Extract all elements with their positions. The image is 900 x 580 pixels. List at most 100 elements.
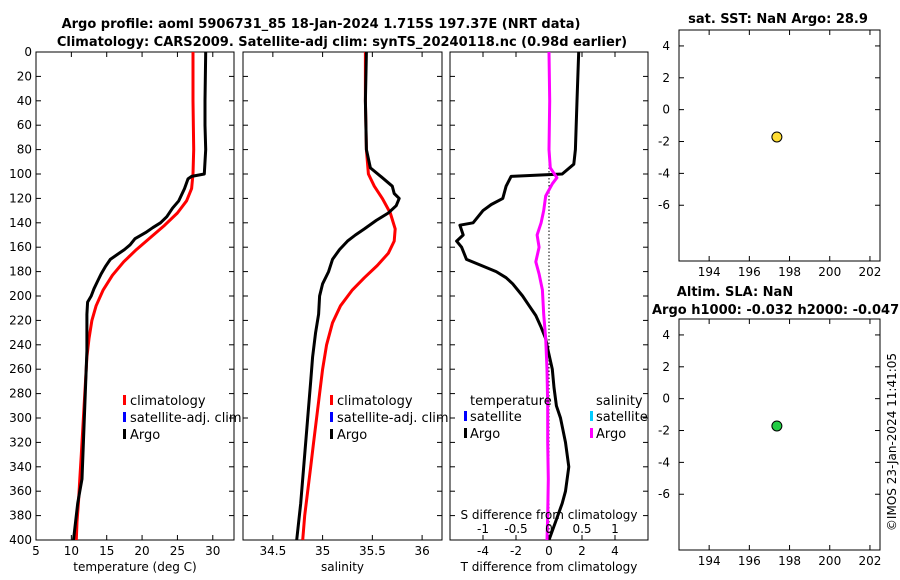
depth-tick-label: 120 bbox=[9, 191, 32, 205]
sla-ytick-label: 2 bbox=[662, 360, 670, 374]
s-diff-tick-label: 1 bbox=[611, 522, 619, 536]
salinity-xtick-label: 34.5 bbox=[259, 544, 286, 558]
sst-ytick-label: -2 bbox=[658, 135, 670, 149]
depth-tick-label: 0 bbox=[24, 45, 32, 59]
temperature-legend-swatch bbox=[123, 412, 126, 422]
sla-panel: 194 196 198 200 202 4 2 0 -2 -4 -6 bbox=[658, 318, 881, 568]
s-diff-tick-label: -0.5 bbox=[504, 522, 527, 536]
sst-axes-box bbox=[678, 29, 881, 262]
diff-legend-t-label: Argo bbox=[470, 427, 500, 442]
salinity-xlabel: salinity bbox=[321, 560, 364, 574]
depth-tick-label: 280 bbox=[9, 387, 32, 401]
depth-tick-label: 80 bbox=[17, 143, 32, 157]
temperature-xtick-label: 10 bbox=[64, 544, 79, 558]
depth-tick-label: 340 bbox=[9, 460, 32, 474]
figure-title-line1: Argo profile: aoml 5906731_85 18-Jan-202… bbox=[62, 17, 581, 32]
diff-legend-t-swatch bbox=[464, 411, 467, 421]
depth-tick-label: 400 bbox=[9, 533, 32, 547]
s-diff-tick-label: 0.5 bbox=[572, 522, 591, 536]
s-diff-tick-label: 0 bbox=[545, 522, 553, 536]
temperature-legend-label: satellite-adj. clim bbox=[130, 411, 242, 426]
sst-ytick-label: -6 bbox=[658, 198, 670, 212]
temperature-xtick-label: 20 bbox=[134, 544, 149, 558]
sla-xtick-label: 196 bbox=[738, 554, 761, 568]
sla-title-line2: Argo h1000: -0.032 h2000: -0.047 bbox=[652, 303, 899, 318]
differences-line-t-argo bbox=[455, 51, 581, 541]
temperature-legend-swatch bbox=[123, 395, 126, 405]
salinity-xtick-label: 35 bbox=[315, 544, 330, 558]
differences-xtick-label: 0 bbox=[545, 544, 553, 558]
sla-axes-box bbox=[678, 318, 881, 551]
diff-legend-t-swatch bbox=[464, 428, 467, 438]
sst-xtick-label: 196 bbox=[738, 265, 761, 279]
depth-tick-label: 60 bbox=[17, 118, 32, 132]
sla-xtick-label: 194 bbox=[698, 554, 721, 568]
salinity-line-argo bbox=[295, 51, 401, 541]
sla-xtick-label: 198 bbox=[778, 554, 801, 568]
sla-ytick-label: -4 bbox=[658, 455, 670, 469]
depth-tick-label: 160 bbox=[9, 240, 32, 254]
depth-tick-label: 240 bbox=[9, 338, 32, 352]
differences-xtick-label: 4 bbox=[611, 544, 619, 558]
sst-ytick-label: 4 bbox=[662, 39, 670, 53]
temperature-xtick-label: 5 bbox=[32, 544, 40, 558]
salinity-legend-label: Argo bbox=[337, 428, 367, 443]
salinity-xtick-label: 36 bbox=[414, 544, 429, 558]
depth-tick-label: 220 bbox=[9, 313, 32, 327]
diff-legend-temperature-header: temperature bbox=[470, 394, 552, 409]
depth-tick-label: 380 bbox=[9, 509, 32, 523]
differences-xtick-label: -4 bbox=[477, 544, 489, 558]
depth-tick-label: 100 bbox=[9, 167, 32, 181]
sst-xtick-label: 194 bbox=[698, 265, 721, 279]
plots-group: 5 10 15 20 25 3002040608010012014016018020022… bbox=[9, 12, 899, 574]
sst-ytick-label: -4 bbox=[658, 166, 670, 180]
diff-legend-s-swatch bbox=[590, 428, 593, 438]
temperature-panel: 5 10 15 20 25 3002040608010012014016018020022… bbox=[9, 45, 242, 574]
timestamp-label: ©IMOS 23-Jan-2024 11:41:05 bbox=[885, 353, 899, 531]
differences-xtick-label: -2 bbox=[510, 544, 522, 558]
sla-xtick-label: 200 bbox=[818, 554, 841, 568]
depth-tick-label: 40 bbox=[17, 94, 32, 108]
sst-xtick-label: 198 bbox=[778, 265, 801, 279]
depth-tick-label: 360 bbox=[9, 484, 32, 498]
diff-legend-s-label: Argo bbox=[596, 427, 626, 442]
sst-xtick-label: 202 bbox=[858, 265, 881, 279]
depth-tick-label: 260 bbox=[9, 362, 32, 376]
temperature-legend-label: Argo bbox=[130, 428, 160, 443]
sst-title: sat. SST: NaN Argo: 28.9 bbox=[688, 12, 868, 27]
differences-xlabel: T difference from climatology bbox=[460, 560, 638, 574]
s-diff-tick-label: -1 bbox=[477, 522, 489, 536]
temperature-legend-swatch bbox=[123, 429, 126, 439]
depth-tick-label: 20 bbox=[17, 69, 32, 83]
salinity-panel: 34.5 35 35.5 36 salinity climatology satellite… bbox=[242, 51, 449, 574]
sst-data-point bbox=[771, 131, 783, 143]
figure-title-line2: Climatology: CARS2009. Satellite-adj cli… bbox=[57, 35, 627, 50]
salinity-axes-box bbox=[242, 51, 443, 541]
sla-title: Altim. SLA: NaN bbox=[677, 285, 793, 300]
salinity-legend-label: satellite-adj. clim bbox=[337, 411, 449, 426]
diff-legend-salinity-header: salinity bbox=[596, 394, 643, 409]
depth-tick-label: 200 bbox=[9, 289, 32, 303]
diff-legend-t-label: satellite bbox=[470, 410, 522, 425]
salinity-legend-label: climatology bbox=[337, 394, 413, 409]
temperature-line-climatology bbox=[74, 52, 196, 541]
differences-line-s-argo bbox=[534, 51, 559, 541]
sst-xtick-label: 200 bbox=[818, 265, 841, 279]
temperature-line-argo bbox=[72, 51, 208, 541]
depth-tick-label: 140 bbox=[9, 216, 32, 230]
temperature-xlabel: temperature (deg C) bbox=[73, 560, 196, 574]
sst-ytick-label: 0 bbox=[662, 103, 670, 117]
depth-tick-label: 320 bbox=[9, 435, 32, 449]
salinity-line-climatology bbox=[301, 52, 397, 541]
sla-ytick-label: 0 bbox=[662, 392, 670, 406]
sst-panel: 194 196 198 200 202 4 2 0 -2 -4 -6 bbox=[658, 29, 881, 279]
temperature-legend-label: climatology bbox=[130, 394, 206, 409]
salinity-xtick-label: 35.5 bbox=[359, 544, 386, 558]
s-diff-axis-label: S difference from climatology bbox=[461, 508, 638, 522]
differences-panel: -4 -2 0 2 4 T difference from climatology temp… bbox=[449, 51, 649, 574]
salinity-legend-swatch bbox=[330, 395, 333, 405]
sla-data-point bbox=[771, 420, 783, 432]
salinity-legend-swatch bbox=[330, 412, 333, 422]
diff-legend-s-label: satellite bbox=[596, 410, 648, 425]
